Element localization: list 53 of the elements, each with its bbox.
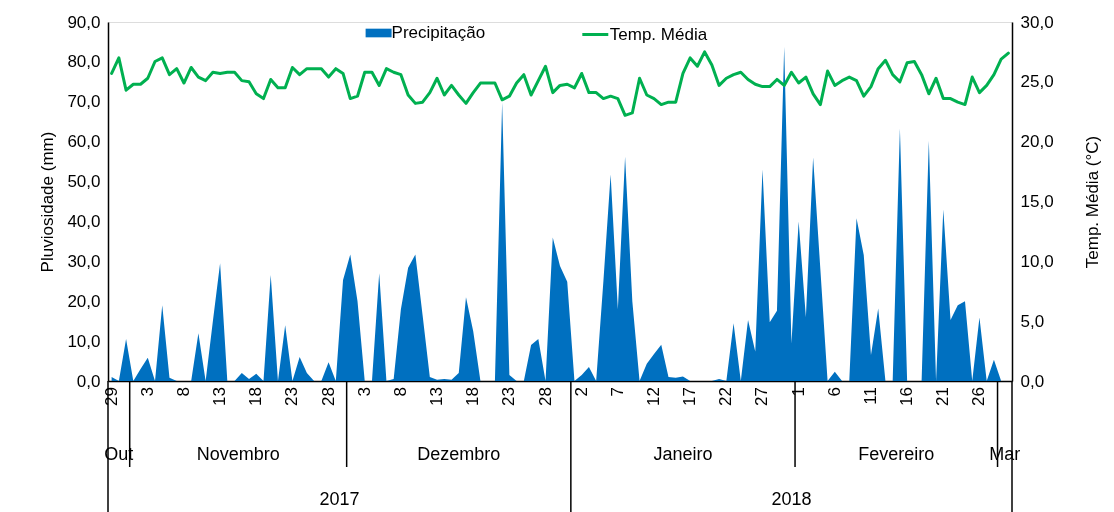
y2-tick-label: 10,0 (1020, 251, 1054, 271)
x-tick-label: 27 (752, 387, 772, 406)
y-tick-label: 50,0 (67, 172, 101, 192)
y-tick-label: 70,0 (67, 92, 101, 112)
x-tick-label: 23 (282, 387, 302, 406)
y2-tick-label: 25,0 (1020, 72, 1054, 92)
x-tick-label: 17 (680, 387, 700, 406)
y2-tick-label: 30,0 (1020, 12, 1054, 32)
x-tick-label: 13 (210, 387, 230, 406)
x-tick-label: 26 (969, 387, 989, 406)
x-tick-label: 28 (318, 387, 338, 406)
y2-axis-title: Temp. Média (°C) (1082, 135, 1102, 269)
y-tick-label: 80,0 (67, 52, 101, 72)
x-tick-label: 2 (571, 387, 591, 397)
x-tick-label: 1 (788, 387, 808, 397)
text: 2018 (771, 489, 812, 509)
x-tick-label: 11 (860, 387, 880, 405)
y-tick-label: 20,0 (67, 291, 101, 311)
x-tick-label: 28 (535, 387, 555, 406)
line-series (110, 50, 1010, 117)
text: Dezembro (417, 444, 501, 464)
y2-tick-label: 0,0 (1020, 371, 1045, 391)
x-tick-label: 13 (427, 387, 447, 406)
x-tick-label: 22 (716, 387, 736, 406)
text: 2017 (319, 489, 360, 509)
text: Novembro (196, 444, 280, 464)
x-tick-label: 3 (137, 387, 157, 397)
y2-tick-label: 15,0 (1020, 192, 1054, 211)
y2-tick-label: 5,0 (1020, 311, 1045, 331)
x-tick-label: 18 (246, 387, 266, 406)
legend-label: Precipitação (391, 23, 486, 42)
y2-tick-label: 20,0 (1020, 132, 1054, 152)
y-tick-label: 60,0 (67, 132, 101, 152)
x-tick-label: 6 (824, 387, 844, 397)
x-tick-label: 23 (499, 387, 519, 406)
y-tick-label: 30,0 (67, 251, 101, 271)
y-tick-label: 40,0 (67, 211, 101, 231)
y-tick-label: 0,0 (76, 371, 101, 391)
y-axis-title: Pluviosidade (mm) (38, 131, 58, 273)
x-tick-label: 16 (897, 387, 917, 406)
x-tick-label: 18 (463, 387, 483, 406)
x-tick-label: 29 (101, 387, 121, 406)
x-tick-label: 7 (607, 387, 627, 397)
text: Fevereiro (858, 444, 935, 464)
y-tick-label: 10,0 (67, 331, 101, 351)
y-tick-label: 90,0 (67, 12, 101, 32)
x-tick-label: 21 (933, 387, 953, 406)
x-tick-label: 3 (354, 387, 374, 397)
legend-label: Temp. Média (609, 24, 708, 44)
x-tick-label: 12 (644, 387, 664, 406)
x-tick-label: 8 (173, 387, 193, 397)
text: Janeiro (653, 444, 713, 464)
x-tick-label: 8 (390, 387, 410, 397)
